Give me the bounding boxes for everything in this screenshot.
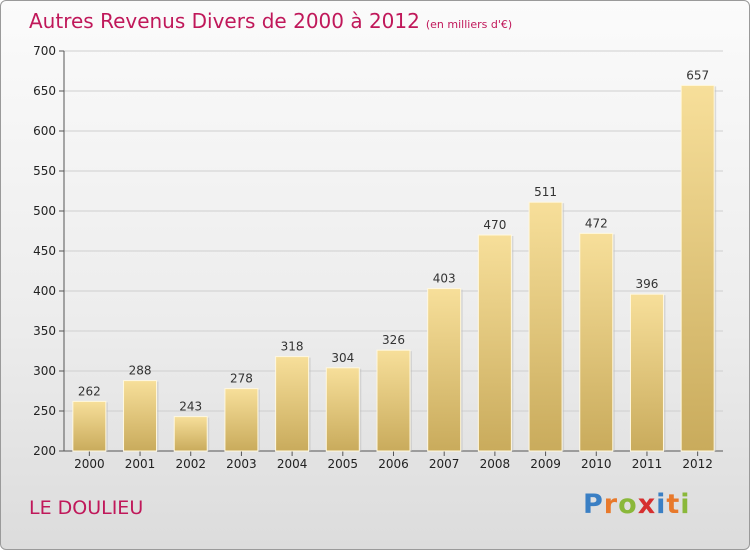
bar-2009 (528, 201, 563, 452)
x-tick-label-2003: 2003 (226, 457, 257, 471)
value-label-2000: 262 (78, 384, 101, 398)
value-label-2005: 304 (331, 351, 354, 365)
value-label-2007: 403 (433, 272, 456, 286)
x-tick-label-2009: 2009 (530, 457, 561, 471)
logo-letter: r (603, 489, 619, 520)
y-tick-label: 350 (33, 324, 56, 338)
x-tick-label-2007: 2007 (429, 457, 460, 471)
bar-2010 (579, 232, 614, 452)
logo-letter: i (680, 489, 691, 520)
x-tick-label-2006: 2006 (378, 457, 409, 471)
value-label-2011: 396 (636, 277, 659, 291)
x-tick-label-2008: 2008 (480, 457, 511, 471)
bar-2004 (275, 356, 310, 452)
bar-2000 (72, 400, 107, 452)
bar-2003 (224, 388, 259, 452)
x-tick-label-2010: 2010 (581, 457, 612, 471)
bar-2007 (427, 288, 462, 452)
y-tick-label: 200 (33, 444, 56, 458)
x-tick-label-2011: 2011 (632, 457, 663, 471)
value-label-2008: 470 (483, 218, 506, 232)
x-tick-label-2004: 2004 (277, 457, 308, 471)
logo-letter: x (637, 489, 657, 520)
value-label-2009: 511 (534, 185, 557, 199)
chart-title: Autres Revenus Divers de 2000 à 2012 (en … (29, 9, 512, 33)
y-tick-label: 250 (33, 404, 56, 418)
bar-2002 (173, 416, 208, 452)
logo-letter: P (583, 489, 604, 520)
chart-subtitle: (en milliers d'€) (425, 18, 513, 31)
y-tick-label: 500 (33, 204, 56, 218)
y-tick-label: 700 (33, 44, 56, 58)
logo-letter: t (666, 489, 681, 520)
y-tick-label: 550 (33, 164, 56, 178)
bar-2012 (680, 84, 715, 452)
y-tick-label: 650 (33, 84, 56, 98)
chart-title-text: Autres Revenus Divers de 2000 à 2012 (29, 9, 420, 33)
location-name: LE DOULIEU (29, 497, 144, 519)
proxiti-logo: Proxiti (583, 489, 691, 520)
y-tick-label: 600 (33, 124, 56, 138)
bar-2006 (376, 349, 411, 452)
labels: 200 250 300 350 400 450 500 550 600 650 700 262 2000… (33, 44, 713, 471)
y-tick-label: 450 (33, 244, 56, 258)
y-tick-label: 400 (33, 284, 56, 298)
x-tick-label-2000: 2000 (74, 457, 105, 471)
y-tick-label: 300 (33, 364, 56, 378)
bar-2011 (629, 293, 664, 452)
value-label-2006: 326 (382, 333, 405, 347)
value-label-2001: 288 (129, 364, 152, 378)
bar-2005 (325, 367, 360, 452)
value-label-2003: 278 (230, 372, 253, 386)
value-label-2002: 243 (179, 400, 202, 414)
bar-2008 (477, 234, 512, 452)
value-label-2012: 657 (686, 68, 709, 82)
logo-letter: o (618, 489, 638, 520)
logo-letter: i (656, 489, 667, 520)
x-tick-label-2005: 2005 (328, 457, 359, 471)
x-tick-label-2012: 2012 (682, 457, 713, 471)
bar-2001 (123, 380, 158, 452)
value-label-2010: 472 (585, 216, 608, 230)
x-tick-label-2002: 2002 (175, 457, 206, 471)
value-label-2004: 318 (281, 340, 304, 354)
x-tick-label-2001: 2001 (125, 457, 156, 471)
bars (72, 84, 717, 452)
